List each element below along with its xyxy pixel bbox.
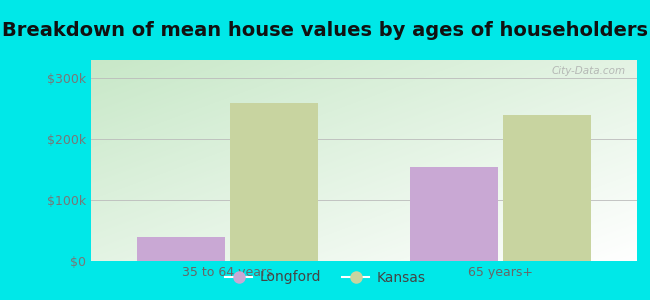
- Bar: [230, 103, 318, 261]
- Text: Breakdown of mean house values by ages of householders: Breakdown of mean house values by ages o…: [2, 21, 648, 40]
- Bar: [410, 167, 498, 261]
- Legend: Longford, Kansas: Longford, Kansas: [219, 265, 431, 290]
- Bar: [137, 237, 225, 261]
- Text: City-Data.com: City-Data.com: [552, 66, 626, 76]
- Bar: [503, 115, 591, 261]
